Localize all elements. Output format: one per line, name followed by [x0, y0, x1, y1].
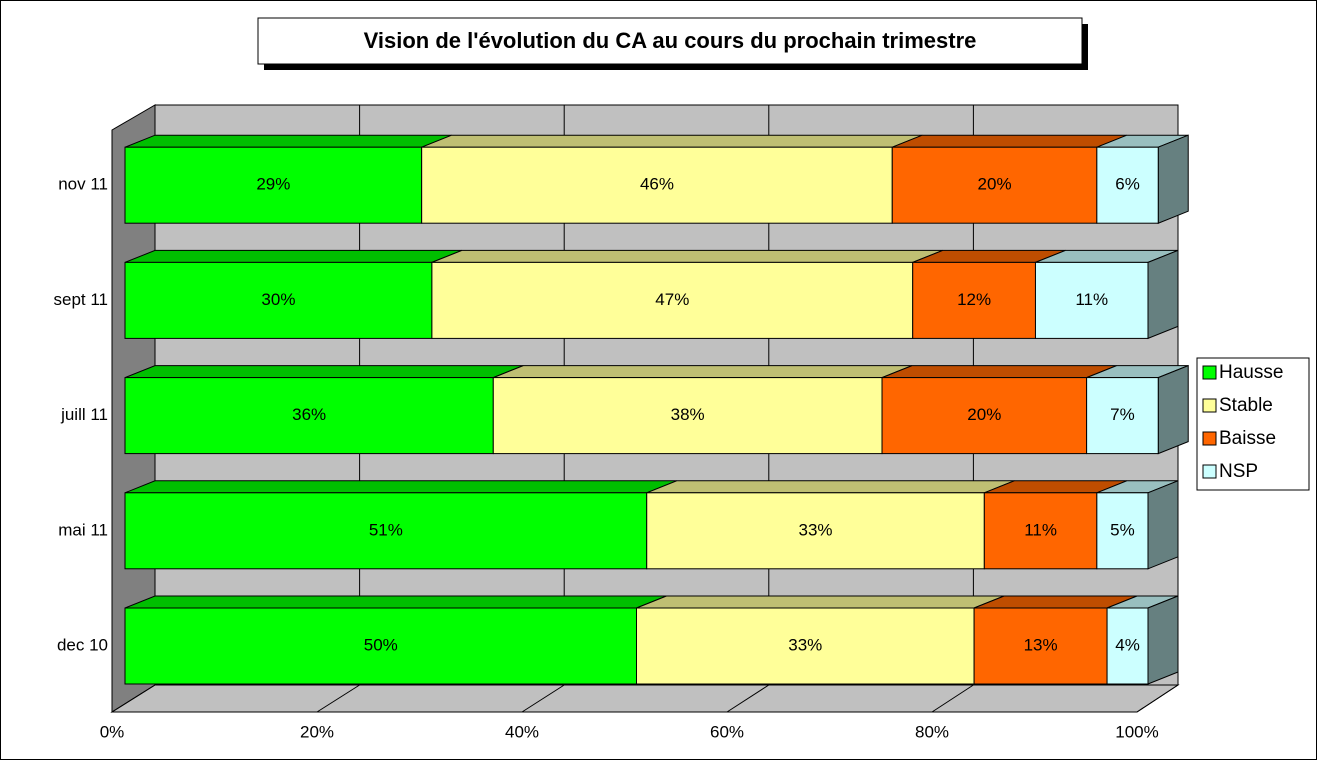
- legend-swatch: [1202, 431, 1217, 446]
- title-box: [257, 17, 1083, 65]
- bar: [124, 377, 494, 455]
- legend-swatch: [1202, 398, 1217, 413]
- bar-side: [1157, 134, 1189, 224]
- bar-side: [1147, 480, 1179, 570]
- value-label: 50%: [364, 635, 398, 654]
- bar-top: [646, 480, 1015, 494]
- value-label: 7%: [1110, 405, 1135, 424]
- value-label: 13%: [1024, 635, 1058, 654]
- bar-top: [124, 249, 463, 263]
- x-tick-label: 80%: [915, 722, 949, 741]
- value-label: 20%: [967, 405, 1001, 424]
- y-tick-label: sept 11: [53, 290, 108, 309]
- bar: [646, 492, 985, 570]
- bar: [881, 377, 1088, 455]
- x-tick-label: 0%: [100, 722, 125, 741]
- y-tick-label: nov 11: [58, 175, 108, 194]
- bar-top: [892, 134, 1128, 148]
- bars: 50% 33% 13% 4% 51% 33% 11% 5% 36% 38% 20% 7% 30% 47% 1…: [124, 134, 1189, 685]
- bar: [1034, 261, 1149, 339]
- bar: [983, 492, 1098, 570]
- bar-top: [493, 365, 913, 379]
- value-label: 38%: [671, 405, 705, 424]
- bar-top: [421, 134, 923, 148]
- bar: [636, 607, 975, 685]
- legend-label: NSP: [1219, 461, 1258, 482]
- chart-title: Vision de l'évolution du CA au cours du …: [364, 28, 977, 53]
- bar-top: [636, 595, 1005, 609]
- floor-grid-line: [316, 684, 360, 713]
- value-label: 33%: [788, 635, 822, 654]
- bar-top: [124, 480, 677, 494]
- bar: [1096, 146, 1159, 224]
- value-label: 46%: [640, 175, 674, 194]
- y-tick-label: mai 11: [58, 520, 108, 539]
- bar: [891, 146, 1098, 224]
- bar-top: [124, 134, 452, 148]
- value-label: 30%: [261, 290, 295, 309]
- value-label: 11%: [1024, 520, 1057, 539]
- y-tick-label: juill 11: [60, 405, 108, 424]
- bar: [1086, 377, 1159, 455]
- value-label: 33%: [799, 520, 833, 539]
- value-label: 36%: [292, 405, 326, 424]
- value-label: 12%: [957, 290, 991, 309]
- value-label: 11%: [1075, 290, 1108, 309]
- value-label: 5%: [1110, 520, 1135, 539]
- floor-grid-line: [931, 684, 974, 713]
- bar: [1106, 607, 1149, 685]
- legend-label: Stable: [1219, 395, 1273, 416]
- floor-grid-line: [726, 684, 770, 713]
- value-label: 29%: [256, 175, 290, 194]
- bar: [431, 261, 914, 339]
- legend-swatch: [1202, 464, 1217, 479]
- floor: [110, 684, 1180, 713]
- x-tick-label: 60%: [710, 722, 744, 741]
- legend-items: Hausse Stable Baisse NSP: [1202, 362, 1283, 482]
- legend-label: Baisse: [1219, 428, 1276, 449]
- bar-top: [881, 365, 1117, 379]
- floor-grid-line: [1136, 684, 1179, 713]
- bar: [124, 261, 433, 339]
- y-tick-label: dec 10: [57, 635, 108, 654]
- bar: [1096, 492, 1149, 570]
- legend-label: Hausse: [1219, 362, 1283, 383]
- bar-top: [431, 249, 943, 263]
- bar-side: [1147, 249, 1179, 340]
- bar-side: [1157, 364, 1189, 455]
- bar: [421, 146, 893, 224]
- value-label: 6%: [1115, 175, 1140, 194]
- legend-swatch: [1202, 365, 1217, 380]
- value-label: 47%: [655, 290, 689, 309]
- bar: [492, 377, 883, 455]
- bar-top: [124, 365, 524, 379]
- bar: [124, 492, 648, 570]
- bar-side: [1147, 595, 1179, 685]
- value-label: 51%: [369, 520, 403, 539]
- floor-grid-line: [111, 684, 156, 713]
- bar: [124, 607, 637, 685]
- x-tick-label: 40%: [505, 722, 539, 741]
- value-label: 4%: [1115, 635, 1140, 654]
- x-tick-label: 20%: [300, 722, 334, 741]
- x-tick-label: 100%: [1115, 722, 1158, 741]
- bar-top: [124, 595, 667, 609]
- value-label: 20%: [978, 175, 1012, 194]
- floor-grid-line: [521, 684, 565, 713]
